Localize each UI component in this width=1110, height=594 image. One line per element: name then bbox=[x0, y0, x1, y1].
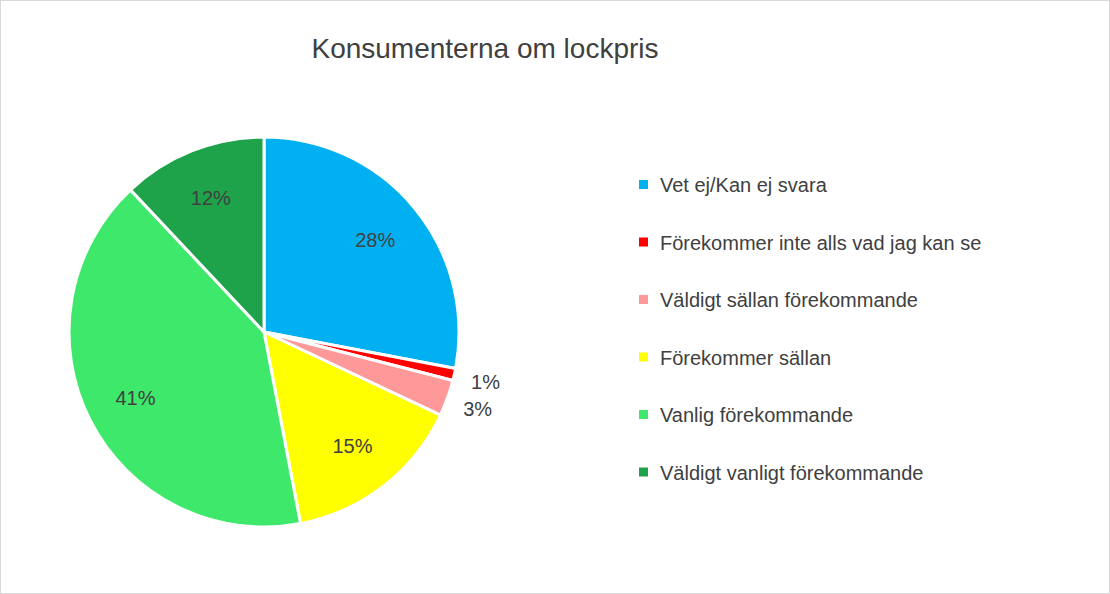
data-label: 1% bbox=[471, 371, 500, 393]
legend-swatch bbox=[639, 180, 648, 189]
slice bbox=[131, 137, 264, 332]
slices bbox=[69, 137, 459, 527]
legend-label: Vanlig förekommande bbox=[660, 404, 853, 426]
data-label: 15% bbox=[332, 435, 372, 457]
legend-label: Vet ej/Kan ej svara bbox=[660, 174, 828, 196]
data-label: 3% bbox=[463, 398, 492, 420]
data-label: 28% bbox=[355, 229, 395, 251]
data-labels: 28% 1% 3% 15% 41% 12% bbox=[115, 187, 500, 457]
chart: Konsumenterna om lockpris 28% 1% 3% 15% 41% 12… bbox=[0, 0, 1110, 594]
slice bbox=[264, 137, 459, 369]
legend-swatch bbox=[639, 410, 648, 419]
data-label: 41% bbox=[115, 387, 155, 409]
legend-swatch bbox=[639, 238, 648, 247]
legend-label: Väldigt sällan förekommande bbox=[660, 289, 918, 311]
title: Konsumenterna om lockpris bbox=[311, 33, 658, 64]
legend-swatch bbox=[639, 353, 648, 362]
legend-label: Väldigt vanligt förekommande bbox=[660, 462, 923, 484]
frame bbox=[1, 1, 1110, 594]
legend-label: Förekommer sällan bbox=[660, 347, 831, 369]
legend-swatch bbox=[639, 295, 648, 304]
legend-swatch bbox=[639, 468, 648, 477]
legend: Vet ej/Kan ej svara Förekommer inte alls … bbox=[639, 174, 981, 484]
data-label: 12% bbox=[191, 187, 231, 209]
legend-label: Förekommer inte alls vad jag kan se bbox=[660, 232, 981, 254]
